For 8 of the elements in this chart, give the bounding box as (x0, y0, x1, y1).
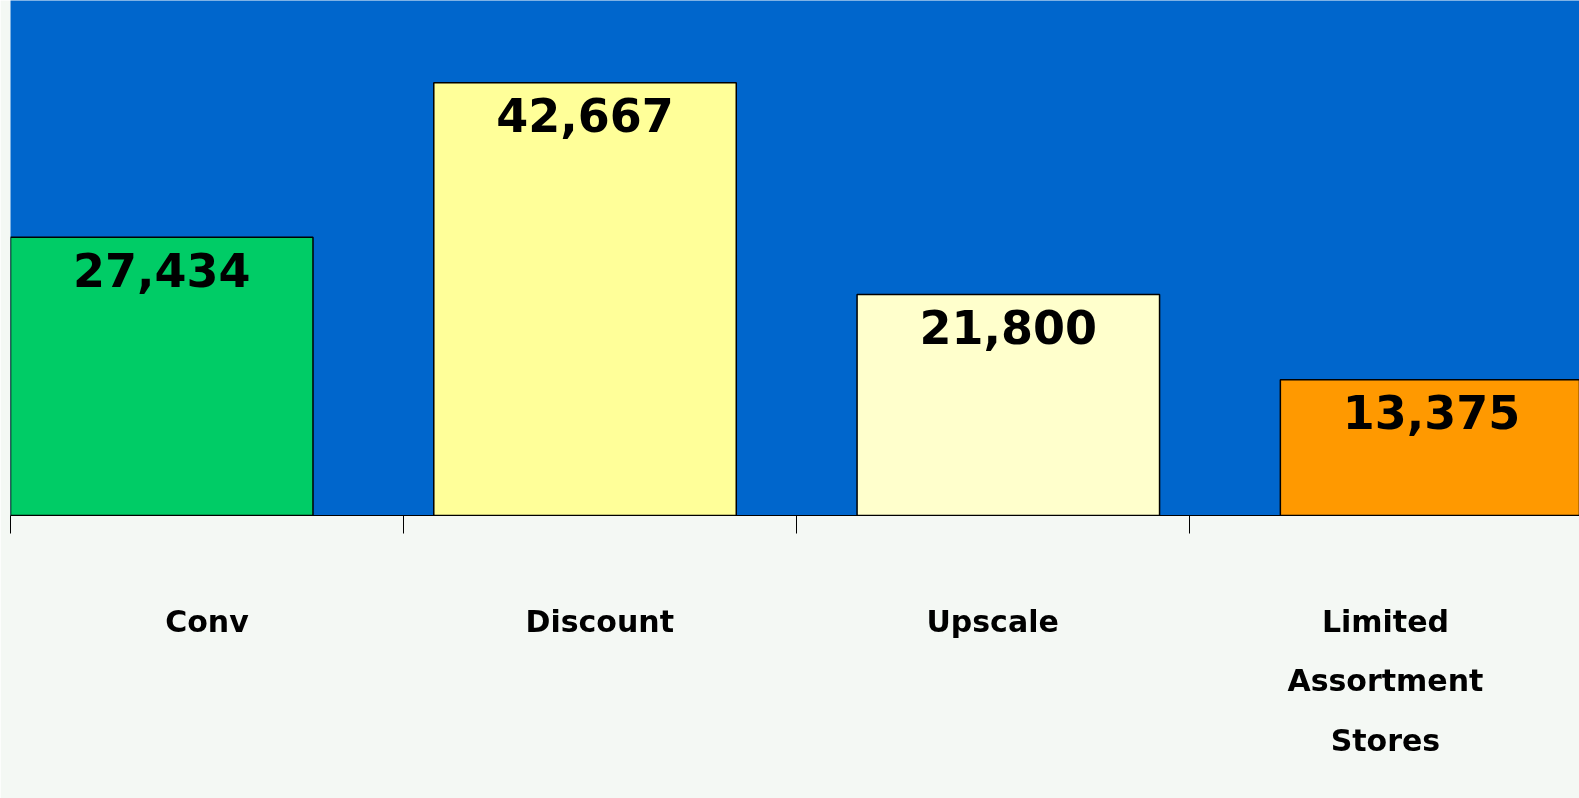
x-tick-label: Limited Assortment Stores (1287, 603, 1484, 758)
data-label: 42,667 (496, 89, 674, 144)
data-label: 13,375 (1342, 386, 1521, 441)
x-tick-label: Conv (165, 603, 250, 639)
data-label: 27,434 (72, 243, 251, 298)
data-label: 21,800 (919, 300, 1098, 355)
x-tick-label: Upscale (926, 603, 1059, 639)
x-tick-label: Discount (525, 603, 675, 639)
